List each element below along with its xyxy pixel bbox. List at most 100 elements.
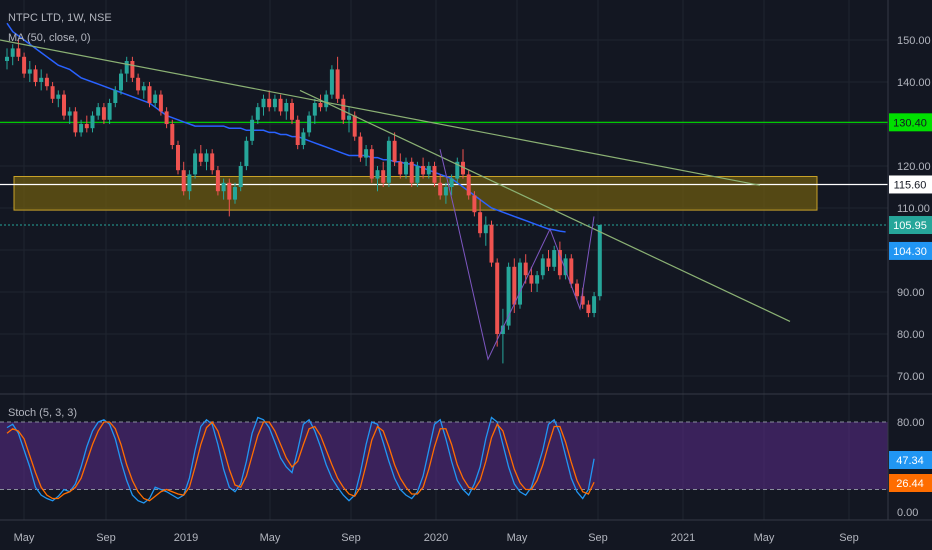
candle[interactable] [181,161,186,196]
candle[interactable] [84,115,89,133]
stoch-legend[interactable]: Stoch (5, 3, 3) [8,407,78,419]
candle[interactable] [523,254,528,284]
candle[interactable] [158,90,163,116]
candle[interactable] [101,103,106,124]
candle[interactable] [432,161,437,187]
candle[interactable] [301,128,306,150]
candle[interactable] [404,157,408,179]
candle[interactable] [187,170,192,200]
candle[interactable] [244,136,249,171]
candle[interactable] [79,119,84,137]
candle[interactable] [329,65,334,99]
candle[interactable] [535,271,540,292]
candle[interactable] [358,132,363,162]
candle[interactable] [478,199,483,238]
candle[interactable] [586,300,591,318]
candle[interactable] [278,94,283,116]
candle[interactable] [415,161,420,187]
stoch-k-line[interactable] [6,416,595,504]
candle[interactable] [295,115,300,150]
candle[interactable] [290,98,294,124]
candle[interactable] [597,224,602,301]
candle[interactable] [124,56,129,82]
candle[interactable] [136,73,141,95]
candle[interactable] [500,308,505,364]
candle[interactable] [272,94,277,112]
candle[interactable] [455,157,460,183]
candle[interactable] [341,94,346,124]
candle[interactable] [381,161,386,187]
pattern-drawing[interactable] [439,149,595,361]
candle[interactable] [386,136,391,187]
candle[interactable] [318,94,323,112]
candle[interactable] [398,153,403,179]
candle[interactable] [438,174,443,200]
candle[interactable] [312,98,317,124]
trendline-descending[interactable] [299,89,791,322]
candle[interactable] [443,182,448,204]
candle[interactable] [204,149,209,171]
candle[interactable] [215,166,220,196]
candle[interactable] [569,254,574,288]
ma-50-line[interactable] [6,22,566,233]
candle[interactable] [5,48,9,70]
candle[interactable] [250,115,255,145]
candle[interactable] [335,56,340,103]
candle[interactable] [50,82,55,103]
candle[interactable] [375,166,380,192]
candle[interactable] [33,65,38,87]
candle[interactable] [170,119,175,150]
candle[interactable] [506,262,511,330]
ma-legend[interactable]: MA (50, close, 0) [8,32,91,44]
trendline-long[interactable] [0,39,761,186]
candle[interactable] [449,174,454,196]
candle[interactable] [238,161,243,192]
candle[interactable] [119,69,123,95]
candle[interactable] [193,149,198,179]
candle[interactable] [164,107,169,129]
candle[interactable] [518,258,522,309]
candle[interactable] [426,161,431,179]
candle[interactable] [592,292,597,318]
candle[interactable] [461,149,465,179]
candle[interactable] [347,107,351,133]
candle[interactable] [141,82,146,99]
candle[interactable] [575,279,579,301]
candle[interactable] [73,107,78,137]
candle[interactable] [409,157,414,187]
candles-layer[interactable] [5,40,602,364]
candle[interactable] [529,266,534,292]
candle[interactable] [113,86,118,108]
candle[interactable] [421,157,426,179]
candle[interactable] [472,191,477,217]
candle[interactable] [369,145,374,183]
candle[interactable] [284,98,289,120]
candle[interactable] [22,52,27,78]
candle[interactable] [67,107,72,124]
candle[interactable] [233,182,237,204]
candle[interactable] [39,69,44,91]
candle[interactable] [267,90,272,112]
candle[interactable] [324,90,329,112]
candle[interactable] [90,111,95,133]
candle[interactable] [62,90,66,120]
candle[interactable] [221,178,226,200]
candle[interactable] [546,250,551,271]
candle[interactable] [261,94,266,116]
candle[interactable] [489,220,494,267]
candle[interactable] [483,216,488,246]
candle[interactable] [552,245,557,271]
candle[interactable] [364,145,369,166]
candle[interactable] [495,258,500,347]
candle[interactable] [176,140,180,175]
candle[interactable] [10,44,15,66]
candle[interactable] [307,111,312,137]
candle[interactable] [255,103,260,124]
candle[interactable] [56,90,61,108]
candle[interactable] [540,254,545,280]
candle[interactable] [563,254,568,280]
candle[interactable] [44,73,49,91]
candle[interactable] [227,178,232,217]
candle[interactable] [210,149,215,175]
symbol-title[interactable]: NTPC LTD, 1W, NSE [8,12,112,24]
